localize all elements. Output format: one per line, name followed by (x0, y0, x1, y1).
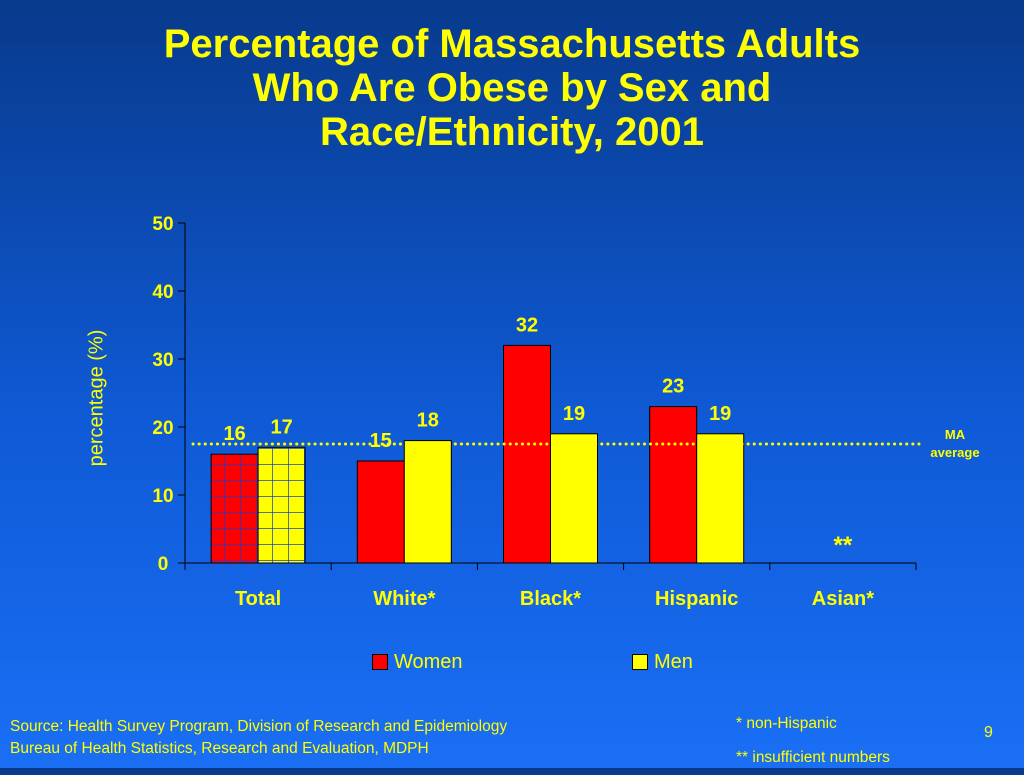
bar-women (649, 406, 698, 564)
title-line-1: Percentage of Massachusetts Adults (163, 22, 861, 66)
legend-item-women: Women (372, 650, 463, 674)
bar-men (257, 446, 306, 564)
y-tick-label: 40 (152, 282, 173, 303)
bar-women (503, 344, 551, 564)
bar-men (696, 433, 745, 564)
data-label-men: 18 (417, 410, 439, 432)
footnotes: * non-Hispanic ** insufficient numbers (736, 707, 890, 775)
bar-men (550, 433, 598, 564)
x-tick-label: White* (373, 588, 435, 610)
bar-women (210, 453, 259, 564)
ma-average-label: MA average (920, 426, 990, 462)
source-line-1: Source: Health Survey Program, Division … (10, 718, 508, 735)
bar-women (356, 460, 405, 564)
page-number: 9 (984, 724, 993, 741)
data-label-men: 19 (709, 403, 731, 425)
y-tick-label: 50 (152, 214, 173, 235)
legend-label-men: Men (654, 650, 693, 673)
source-line-2: Bureau of Health Statistics, Research an… (10, 740, 429, 757)
footnote-non-hispanic: * non-Hispanic (736, 715, 837, 732)
legend-swatch-men (632, 654, 648, 670)
bar-chart: 0 10 20 30 40 50 Total White* Black* Hispanic Asia… (152, 214, 922, 610)
data-label-women: 16 (223, 423, 245, 445)
legend-swatch-women (372, 654, 388, 670)
data-label-women: 32 (516, 314, 538, 336)
title-line-3: Race/Ethnicity, 2001 (320, 110, 704, 154)
x-tick-label: Hispanic (655, 588, 738, 610)
x-tick-label: Total (235, 588, 281, 610)
legend-item-men: Men (632, 650, 693, 674)
ma-average-label-line-1: MA (944, 427, 966, 442)
bar-men (403, 440, 452, 564)
y-tick-label: 10 (152, 486, 173, 507)
title-line-2: Who Are Obese by Sex and (252, 66, 772, 110)
y-axis-label: percentage (%) (85, 329, 108, 467)
x-tick-label: Black* (520, 588, 581, 610)
data-label-women: 15 (370, 430, 392, 452)
insufficient-data-marker: ** (834, 532, 853, 559)
footnote-insufficient: ** insufficient numbers (736, 749, 890, 766)
y-tick-label: 20 (152, 418, 173, 439)
legend-label-women: Women (394, 650, 463, 673)
y-tick-label: 0 (158, 554, 169, 575)
data-label-women: 23 (662, 376, 684, 398)
ma-average-label-line-2: average (930, 445, 980, 460)
x-tick-label: Asian* (812, 588, 874, 610)
y-tick-label: 30 (152, 350, 173, 371)
slide-title: Percentage of Massachusetts Adults Who A… (0, 22, 1024, 154)
source-citation: Source: Health Survey Program, Division … (10, 716, 507, 760)
data-label-men: 19 (563, 403, 585, 425)
data-label-men: 17 (270, 416, 292, 438)
